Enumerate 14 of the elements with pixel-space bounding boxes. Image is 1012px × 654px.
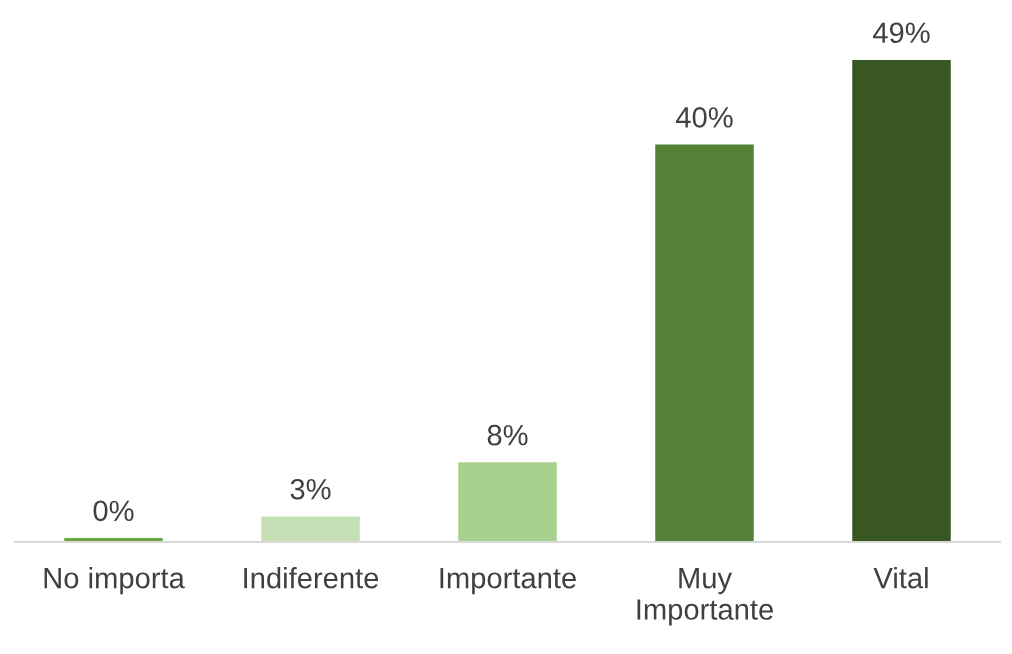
data-label: 40%	[675, 107, 733, 128]
x-tick-label: Indiferente	[244, 567, 379, 589]
x-tick-label: Vital	[873, 567, 928, 589]
x-tick-label: Importante	[440, 568, 576, 595]
data-label: 49%	[872, 22, 930, 44]
bar	[261, 516, 360, 542]
bar	[852, 60, 951, 542]
data-label: 3%	[290, 478, 331, 500]
x-tick-label: Muy Importante	[637, 568, 773, 626]
x-tick-label: No importa	[44, 567, 185, 595]
data-label: 8%	[487, 424, 528, 446]
bar	[458, 462, 557, 542]
data-label: 0%	[93, 500, 134, 522]
bar	[655, 144, 754, 542]
